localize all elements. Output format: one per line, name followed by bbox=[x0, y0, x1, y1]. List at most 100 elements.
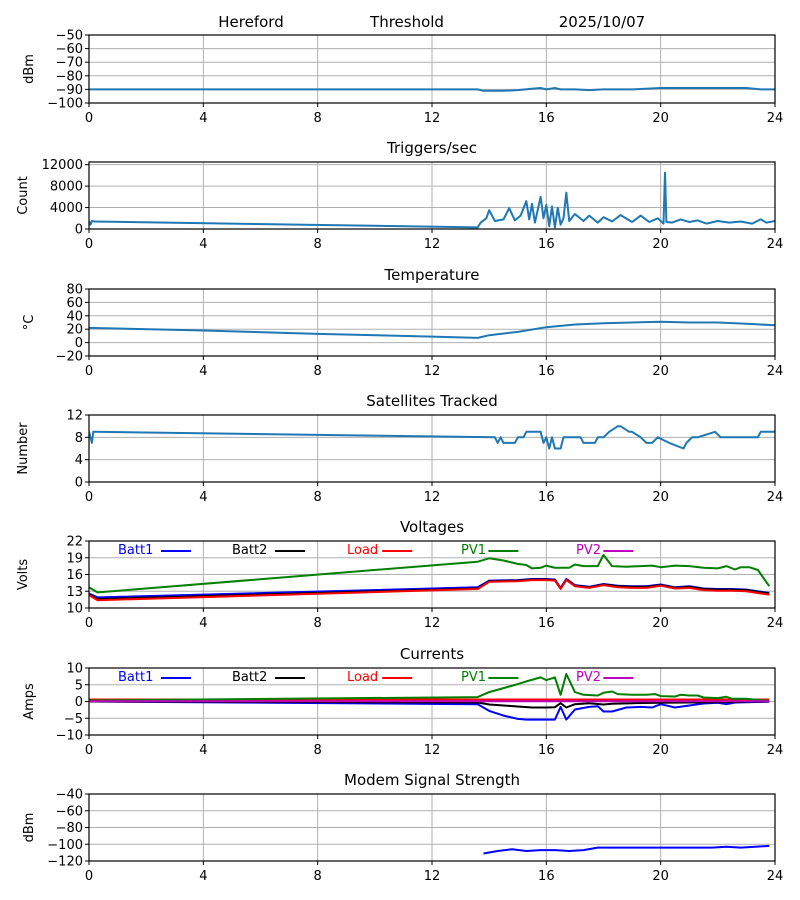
x-tick-label: 0 bbox=[85, 616, 93, 631]
x-tick-label: 4 bbox=[199, 869, 207, 884]
series-line-batt2 bbox=[89, 578, 770, 601]
x-tick-label: 8 bbox=[314, 490, 322, 505]
chart-panel-satellites: Satellites Tracked 0 4 8 12 16 20 24 0 4 8 12 Number bbox=[16, 392, 783, 505]
y-axis-label: Count bbox=[16, 176, 31, 215]
x-tick-label: 12 bbox=[424, 743, 441, 758]
y-tick-label: 20 bbox=[66, 323, 83, 338]
x-tick-label: 16 bbox=[538, 490, 555, 505]
x-tick-label: 24 bbox=[767, 743, 784, 758]
series-line-modem bbox=[483, 844, 770, 855]
x-tick-label: 20 bbox=[652, 237, 669, 252]
x-tick-label: 0 bbox=[85, 237, 93, 252]
y-tick-label: 4000 bbox=[50, 201, 83, 216]
legend-label-pv1: PV1 bbox=[461, 543, 486, 558]
y-tick-label: −20 bbox=[56, 350, 83, 365]
x-tick-label: 12 bbox=[424, 364, 441, 379]
x-tick-label: 8 bbox=[314, 616, 322, 631]
y-tick-label: −80 bbox=[56, 821, 83, 836]
y-tick-label: −40 bbox=[56, 788, 83, 803]
legend-label-batt2: Batt2 bbox=[232, 670, 267, 685]
y-tick-label: 40 bbox=[66, 309, 83, 324]
x-tick-label: 24 bbox=[767, 237, 784, 252]
x-tick-label: 4 bbox=[199, 616, 207, 631]
x-tick-label: 4 bbox=[199, 743, 207, 758]
x-tick-label: 24 bbox=[767, 869, 784, 884]
x-tick-label: 0 bbox=[85, 111, 93, 126]
y-tick-label: −60 bbox=[56, 42, 83, 57]
x-tick-label: 0 bbox=[85, 490, 93, 505]
chart-panel-triggers: Triggers/sec 0 4 8 12 16 20 24 0 4000 8000 12000 Cou… bbox=[16, 139, 783, 252]
y-axis-label: Volts bbox=[16, 559, 31, 591]
y-tick-label: −100 bbox=[47, 97, 83, 112]
series-line-batt1 bbox=[89, 700, 770, 721]
x-tick-label: 12 bbox=[424, 490, 441, 505]
x-tick-label: 4 bbox=[199, 490, 207, 505]
y-axis-label: Number bbox=[16, 422, 31, 475]
chart-title: Voltages bbox=[400, 518, 464, 536]
legend-label-batt1: Batt1 bbox=[118, 670, 153, 685]
y-tick-label: 13 bbox=[66, 585, 83, 600]
x-tick-label: 24 bbox=[767, 616, 784, 631]
x-tick-label: 20 bbox=[652, 616, 669, 631]
y-tick-label: −70 bbox=[56, 56, 83, 71]
x-tick-label: 8 bbox=[314, 364, 322, 379]
y-axis-label: °C bbox=[22, 315, 37, 331]
y-tick-label: 12 bbox=[66, 409, 83, 424]
y-tick-label: 10 bbox=[66, 602, 83, 617]
x-tick-label: 24 bbox=[767, 490, 784, 505]
x-tick-label: 4 bbox=[199, 111, 207, 126]
x-tick-label: 16 bbox=[538, 743, 555, 758]
x-tick-label: 0 bbox=[85, 364, 93, 379]
chart-title: Modem Signal Strength bbox=[344, 771, 520, 789]
y-tick-label: 0 bbox=[75, 476, 83, 491]
x-tick-label: 16 bbox=[538, 869, 555, 884]
y-tick-label: 19 bbox=[66, 551, 83, 566]
y-tick-label: 16 bbox=[66, 568, 83, 583]
series-line-temperature bbox=[89, 320, 775, 339]
series-line-batt2 bbox=[89, 700, 770, 709]
y-tick-label: −90 bbox=[56, 83, 83, 98]
x-tick-label: 20 bbox=[652, 869, 669, 884]
x-tick-label: 20 bbox=[652, 364, 669, 379]
x-tick-label: 12 bbox=[424, 869, 441, 884]
chart-title: Temperature bbox=[383, 266, 479, 284]
x-tick-label: 4 bbox=[199, 237, 207, 252]
chart-title: Triggers/sec bbox=[386, 139, 477, 157]
series-line-satellites bbox=[89, 425, 775, 450]
x-tick-label: 20 bbox=[652, 743, 669, 758]
x-tick-label: 4 bbox=[199, 364, 207, 379]
y-tick-label: 8000 bbox=[50, 180, 83, 195]
series-line-triggers bbox=[89, 171, 775, 229]
x-tick-label: 8 bbox=[314, 237, 322, 252]
x-tick-label: 0 bbox=[85, 869, 93, 884]
x-tick-label: 24 bbox=[767, 364, 784, 379]
x-tick-label: 16 bbox=[538, 616, 555, 631]
y-tick-label: 0 bbox=[75, 223, 83, 238]
chart-title: Satellites Tracked bbox=[366, 392, 497, 410]
x-tick-label: 24 bbox=[767, 111, 784, 126]
series-line-load bbox=[89, 579, 770, 602]
chart-panel-currents: Currents 0 4 8 12 16 20 24 −10 −5 0 510 Amps Batt1 Bat… bbox=[22, 645, 783, 758]
header-date: 2025/10/07 bbox=[559, 13, 645, 31]
chart-title: Currents bbox=[400, 645, 464, 663]
x-tick-label: 20 bbox=[652, 111, 669, 126]
y-axis-label: dBm bbox=[22, 813, 37, 843]
chart-panel-threshold: 0 4 8 12 16 20 24 −100−90−80−70−60−50 dBm bbox=[22, 29, 783, 127]
y-tick-label: −50 bbox=[56, 29, 83, 44]
y-tick-label: −5 bbox=[64, 712, 83, 727]
y-axis-label: dBm bbox=[22, 54, 37, 84]
y-tick-label: −80 bbox=[56, 69, 83, 84]
header-station: Hereford bbox=[218, 13, 283, 31]
series-line-threshold bbox=[89, 87, 775, 92]
header-plot-name: Threshold bbox=[369, 13, 444, 31]
series-line-pv1 bbox=[89, 673, 770, 702]
y-tick-label: 0 bbox=[75, 336, 83, 351]
y-tick-label: 60 bbox=[66, 296, 83, 311]
y-tick-label: −10 bbox=[56, 729, 83, 744]
legend-label-pv2: PV2 bbox=[576, 670, 601, 685]
y-tick-label: 5 bbox=[75, 678, 83, 693]
y-tick-label: 12000 bbox=[42, 158, 83, 173]
